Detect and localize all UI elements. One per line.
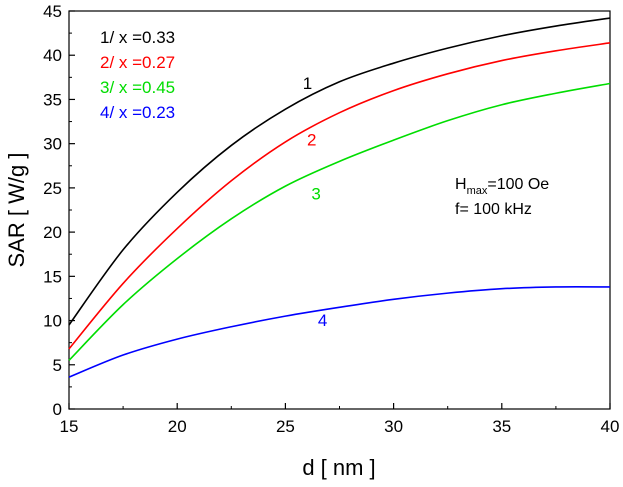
legend-entry-3: 3/ x =0.45	[100, 78, 175, 97]
series-line-1	[68, 17, 611, 326]
frequency-label: f= 100 kHz	[455, 201, 532, 218]
curve-label-1: 1	[303, 74, 312, 93]
y-tick-label: 35	[43, 90, 62, 109]
curve-label-3: 3	[311, 184, 320, 203]
legend-entry-2: 2/ x =0.27	[100, 53, 175, 72]
series-line-2	[68, 42, 611, 350]
series-lines	[68, 17, 611, 378]
y-tick-label: 0	[53, 400, 62, 419]
series-line-4	[68, 286, 611, 378]
y-axis-title: SAR [ W/g ]	[4, 153, 29, 268]
x-tick-label: 25	[276, 417, 295, 436]
series-line-3	[68, 82, 611, 361]
x-tick-label: 40	[601, 417, 620, 436]
legend-entry-4: 4/ x =0.23	[100, 103, 175, 122]
y-tick-label: 20	[43, 223, 62, 242]
x-tick-label: 20	[168, 417, 187, 436]
x-tick-label: 35	[492, 417, 511, 436]
y-tick-label: 10	[43, 312, 62, 331]
y-tick-label: 15	[43, 267, 62, 286]
curve-labels: 1 2 3 4	[303, 74, 328, 330]
x-axis-ticks: 15 20 25 30 35 40	[60, 403, 620, 436]
y-tick-label: 25	[43, 179, 62, 198]
y-tick-label: 45	[43, 2, 62, 21]
y-axis-ticks: 0 5 10 15 20 25 30 35 40 45	[43, 2, 75, 419]
x-axis-title: d [ nm ]	[302, 455, 375, 480]
y-tick-label: 30	[43, 135, 62, 154]
y-tick-label: 40	[43, 46, 62, 65]
y-tick-label: 5	[53, 356, 62, 375]
x-tick-label: 30	[384, 417, 403, 436]
legend: 1/ x =0.33 2/ x =0.27 3/ x =0.45 4/ x =0.23	[100, 28, 175, 122]
x-tick-label: 15	[60, 417, 79, 436]
curve-label-4: 4	[318, 311, 327, 330]
legend-entry-1: 1/ x =0.33	[100, 28, 175, 47]
curve-label-2: 2	[307, 130, 316, 149]
field-amplitude-label: Hmax=100 Oe	[455, 176, 549, 197]
measurement-conditions: Hmax=100 Oe f= 100 kHz	[455, 176, 549, 218]
